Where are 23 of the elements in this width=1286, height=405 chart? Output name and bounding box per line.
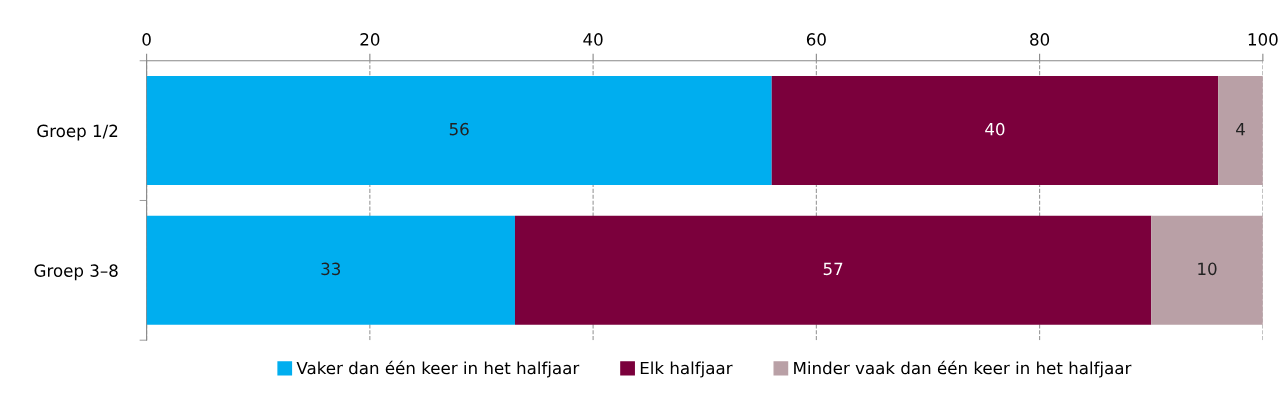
bar — [1151, 215, 1263, 325]
x-tick-label: 40 — [583, 33, 603, 46]
data-label: 40 — [985, 122, 1005, 136]
x-tick-label: 100 — [1248, 33, 1278, 46]
x-tick-label: 20 — [360, 33, 380, 46]
data-label: 33 — [321, 262, 341, 276]
y-tick-label: Groep 1/2 — [37, 124, 118, 141]
x-tick-label: 80 — [1030, 33, 1050, 46]
bar — [1218, 76, 1263, 186]
x-tick-label: 60 — [806, 33, 826, 46]
legend-label: Minder vaak dan één keer in het halfjaar — [794, 360, 1132, 378]
bar — [146, 76, 772, 186]
x-tick-label: 0 — [142, 33, 151, 46]
legend-label: Elk halfjaar — [640, 361, 733, 378]
data-label: 4 — [1236, 123, 1245, 136]
data-label: 10 — [1198, 262, 1217, 276]
bar — [514, 215, 1152, 325]
bar — [771, 76, 1219, 186]
y-tick-label: Groep 3–8 — [34, 264, 118, 281]
data-label: 57 — [823, 262, 843, 276]
data-label: 56 — [449, 122, 469, 136]
bar — [146, 215, 515, 325]
legend-label: Vaker dan één keer in het halfjaar — [296, 360, 580, 378]
